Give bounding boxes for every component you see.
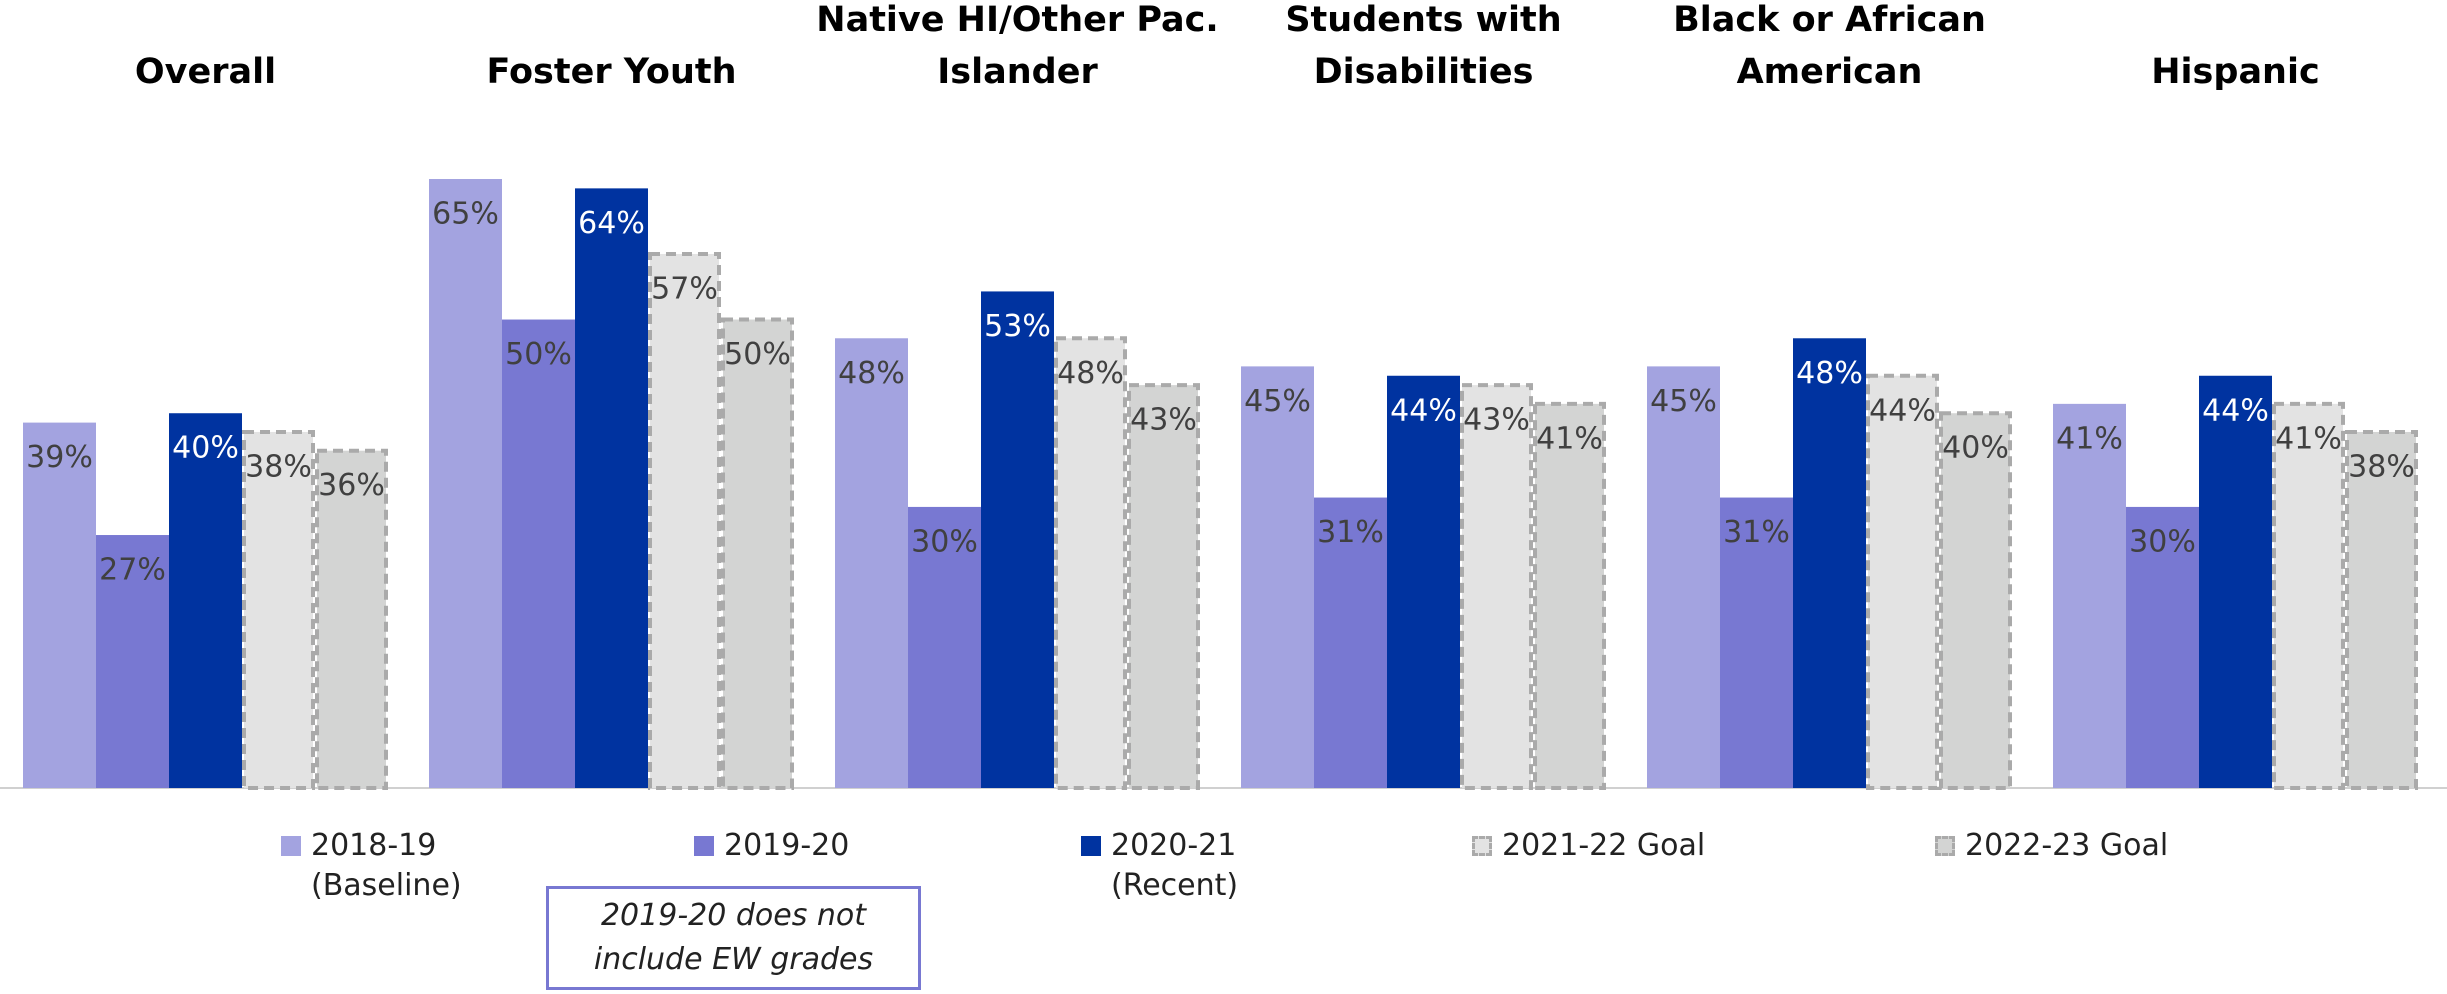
bar — [1533, 401, 1606, 790]
legend-label: 2019-20 — [724, 828, 850, 863]
data-label: 38% — [245, 449, 312, 484]
data-label: 44% — [1390, 393, 1457, 428]
data-label: 44% — [1869, 393, 1936, 428]
bar — [1387, 375, 1460, 788]
data-label: 30% — [2129, 524, 2196, 559]
bar — [721, 317, 794, 790]
bar — [1314, 497, 1387, 788]
legend-item: 2020-21 (Recent) — [1081, 826, 1351, 906]
data-label: 45% — [1244, 384, 1311, 419]
data-label: 31% — [1723, 515, 1790, 550]
legend-label: 2022-23 Goal — [1965, 828, 2169, 863]
data-label: 41% — [2275, 421, 2342, 456]
legend-swatch — [1935, 836, 1955, 856]
data-label: 30% — [911, 524, 978, 559]
data-label: 40% — [1942, 431, 2009, 466]
legend-swatch — [281, 836, 301, 856]
bar — [835, 338, 908, 788]
data-label: 50% — [724, 337, 791, 372]
bar — [2199, 375, 2272, 788]
data-label: 48% — [1796, 356, 1863, 391]
data-label: 65% — [432, 197, 499, 232]
data-label: 36% — [318, 468, 385, 503]
data-label: 53% — [984, 309, 1051, 344]
data-label: 48% — [1057, 356, 1124, 391]
bar — [2345, 429, 2418, 790]
data-label: 27% — [99, 553, 166, 588]
bar — [2053, 403, 2126, 788]
data-label: 41% — [2056, 421, 2123, 456]
bar — [1460, 383, 1533, 790]
bar — [242, 429, 315, 790]
data-label: 40% — [172, 431, 239, 466]
data-label: 31% — [1317, 515, 1384, 550]
legend-item: 2021-22 Goal — [1472, 826, 1742, 866]
bar — [502, 319, 575, 788]
data-label: 38% — [2348, 449, 2415, 484]
bar — [96, 535, 169, 788]
data-label: 45% — [1650, 384, 1717, 419]
legend-label: 2021-22 Goal — [1502, 828, 1706, 863]
legend-label: 2018-19 (Baseline) — [311, 828, 462, 903]
bar — [1720, 497, 1793, 788]
annotation: 2019-20 does not include EW grades — [546, 886, 921, 990]
legend-item: 2022-23 Goal — [1935, 826, 2205, 866]
bar — [169, 413, 242, 788]
data-label: 44% — [2202, 393, 2269, 428]
legend-swatch — [1472, 836, 1492, 856]
bar — [1127, 383, 1200, 790]
legend-item: 2019-20 — [694, 826, 964, 866]
bar — [1793, 338, 1866, 788]
data-label: 43% — [1130, 403, 1197, 438]
bar — [1241, 366, 1314, 788]
category-label: Overall — [134, 52, 277, 92]
bar — [1939, 411, 2012, 790]
data-label: 48% — [838, 356, 905, 391]
bar — [315, 448, 388, 790]
data-label: 57% — [651, 271, 718, 306]
data-label: 41% — [1536, 421, 1603, 456]
bar — [429, 179, 502, 788]
legend-swatch — [1081, 836, 1101, 856]
bar — [23, 422, 96, 788]
data-label: 50% — [505, 337, 572, 372]
legend-item: 2018-19 (Baseline) — [281, 826, 551, 906]
bar — [575, 188, 648, 788]
category-label: Students with Disabilities — [1285, 0, 1562, 92]
data-label: 43% — [1463, 403, 1530, 438]
data-label: 39% — [26, 440, 93, 475]
category-label: Black or African American — [1673, 0, 1986, 92]
bar — [1866, 373, 1939, 790]
data-label: 64% — [578, 206, 645, 241]
bar — [981, 291, 1054, 788]
category-label: Hispanic — [2151, 52, 2320, 92]
category-label: Native HI/Other Pac. Islander — [816, 0, 1219, 92]
legend-label: 2020-21 (Recent) — [1111, 828, 1239, 903]
legend-swatch — [694, 836, 714, 856]
category-label: Foster Youth — [486, 52, 737, 92]
bar — [1647, 366, 1720, 788]
bar — [908, 506, 981, 788]
bar — [1054, 336, 1127, 790]
bar — [2272, 401, 2345, 790]
bar — [648, 251, 721, 790]
bar — [2126, 506, 2199, 788]
